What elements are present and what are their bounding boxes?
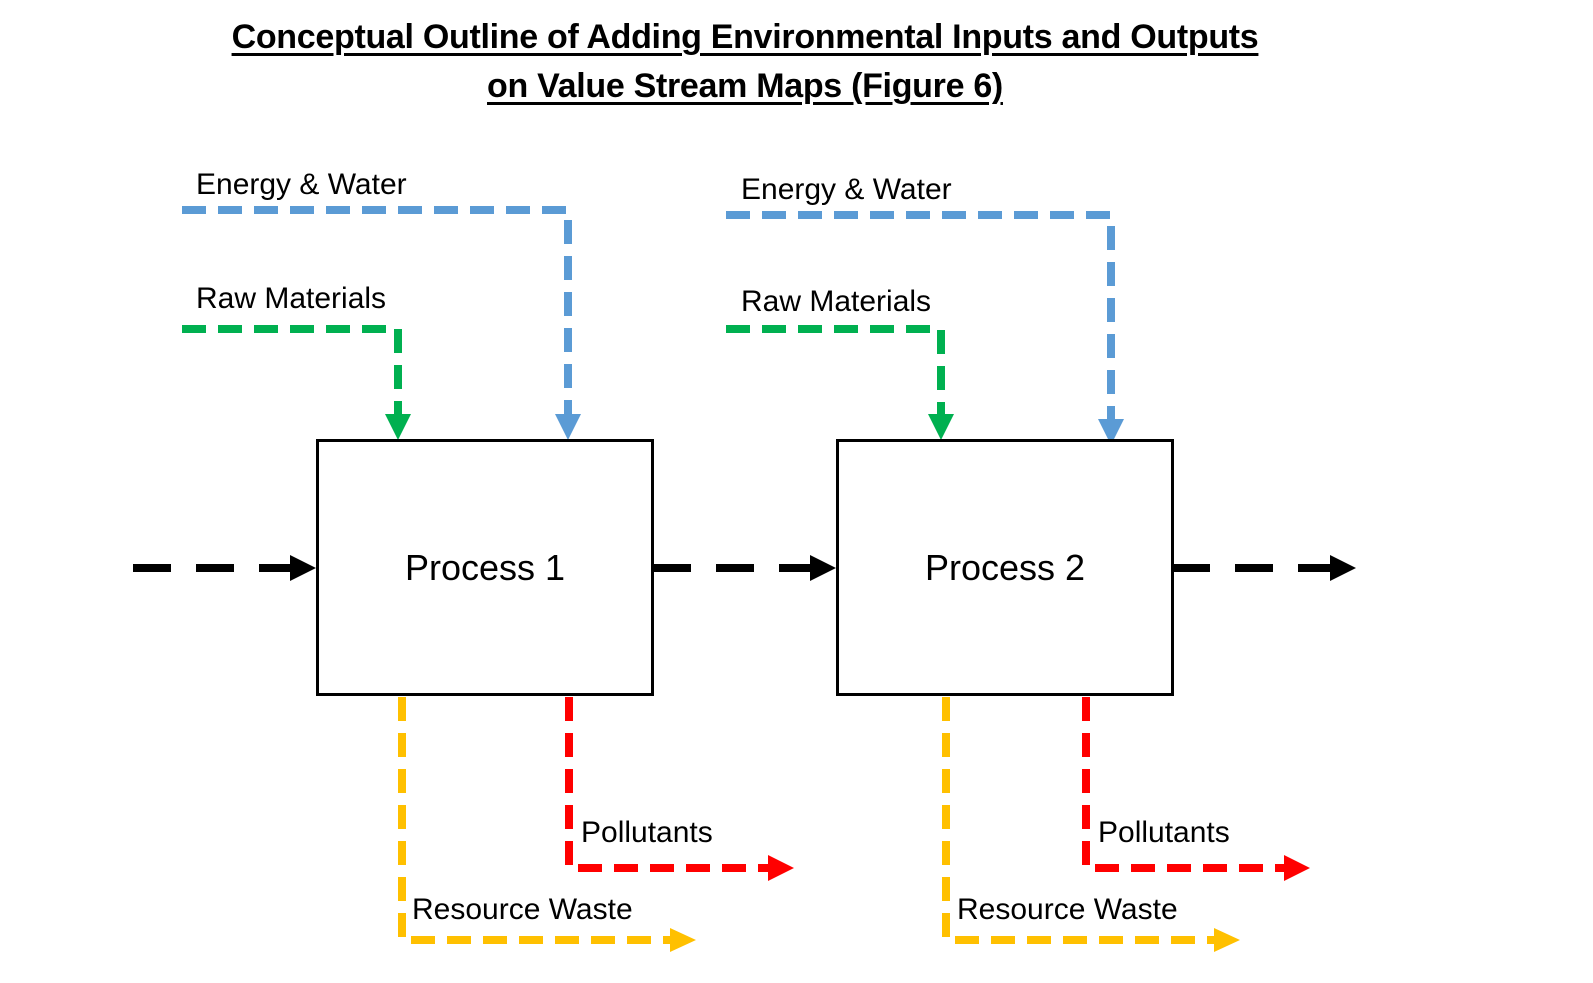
- p1-energy-water-arrow: [182, 206, 581, 440]
- p2-pollutants-arrow: [1082, 697, 1310, 881]
- main-flow-arrow-between: [653, 555, 836, 581]
- arrowhead-icon: [928, 414, 954, 440]
- process-1-box: Process 1: [316, 439, 654, 696]
- arrowhead-icon: [670, 928, 696, 952]
- arrowhead-icon: [1214, 928, 1240, 952]
- p1-energy-water-label: Energy & Water: [196, 168, 407, 201]
- p2-raw-materials-arrow: [726, 325, 954, 440]
- p2-resource-waste-label: Resource Waste: [957, 893, 1178, 926]
- process-2-box: Process 2: [836, 439, 1174, 696]
- arrowhead-icon: [1098, 419, 1124, 445]
- diagram-title-line-1: Conceptual Outline of Adding Environment…: [231, 18, 1259, 56]
- p2-pollutants-label: Pollutants: [1098, 816, 1230, 849]
- main-flow-arrow-in: [133, 555, 316, 581]
- arrowhead-icon: [1284, 855, 1310, 881]
- p2-resource-waste-arrow: [942, 697, 1240, 952]
- arrowhead-icon: [768, 855, 794, 881]
- main-flow-arrow-out: [1172, 555, 1356, 581]
- arrowhead-icon: [810, 555, 836, 581]
- p1-raw-materials-arrow: [182, 325, 411, 440]
- arrowhead-icon: [290, 555, 316, 581]
- p1-resource-waste-label: Resource Waste: [412, 893, 633, 926]
- diagram-title-line-2: on Value Stream Maps (Figure 6): [487, 67, 1003, 105]
- process-1-label: Process 1: [404, 546, 566, 588]
- arrowhead-icon: [1330, 555, 1356, 581]
- arrowhead-icon: [385, 414, 411, 440]
- p1-resource-waste-arrow: [398, 697, 696, 952]
- process-2-label: Process 2: [924, 546, 1086, 588]
- p2-raw-materials-label: Raw Materials: [741, 285, 932, 318]
- p1-pollutants-arrow: [565, 697, 794, 881]
- p2-energy-water-arrow: [726, 211, 1124, 445]
- p2-energy-water-label: Energy & Water: [741, 173, 952, 206]
- p1-pollutants-label: Pollutants: [581, 816, 713, 849]
- p1-raw-materials-label: Raw Materials: [196, 282, 387, 315]
- arrowhead-icon: [555, 414, 581, 440]
